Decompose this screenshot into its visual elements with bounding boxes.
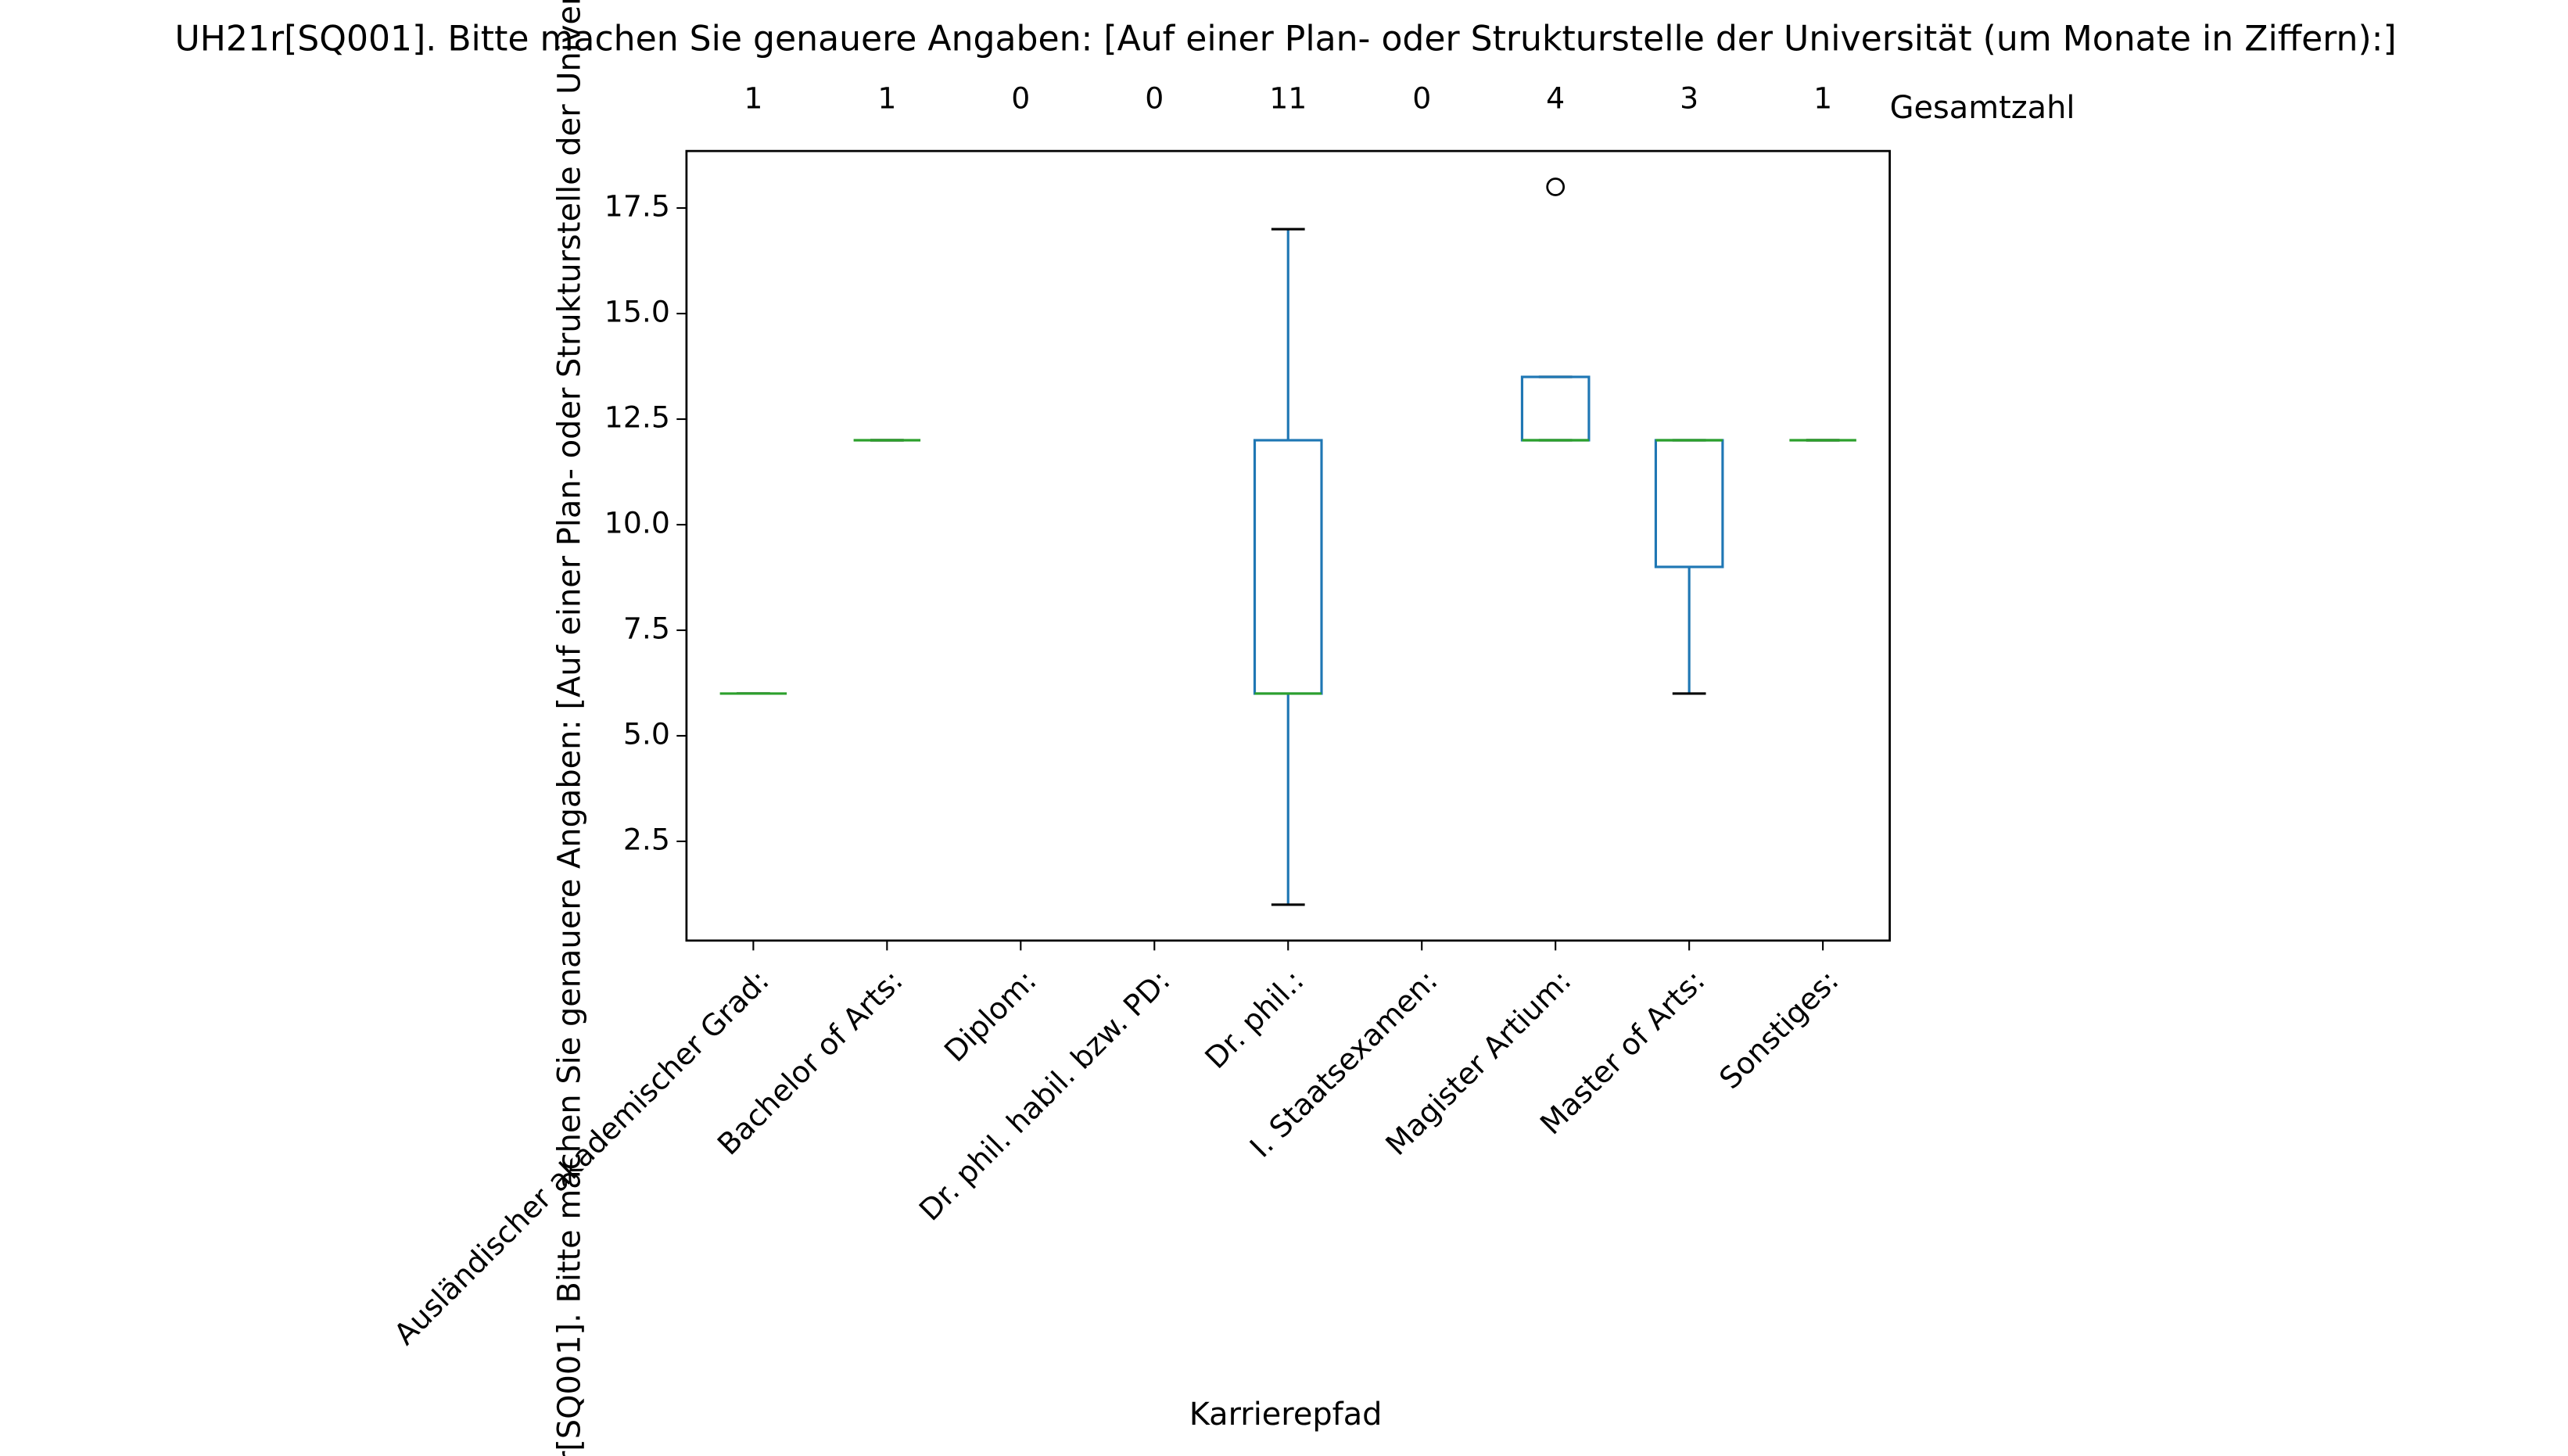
y-tick-label: 2.5: [623, 822, 670, 856]
box: [1520, 375, 1591, 442]
y-tick-label: 10.0: [604, 505, 670, 540]
x-tick-label: Dr. phil. habil. bzw. PD:: [913, 963, 1177, 1228]
box: [1654, 439, 1724, 568]
y-tick-label: 7.5: [623, 611, 670, 645]
count: 1: [1813, 81, 1832, 116]
count: 4: [1546, 81, 1565, 116]
box: [1253, 439, 1323, 695]
count: 0: [1412, 81, 1431, 116]
count: 11: [1269, 81, 1307, 116]
y-axis-label: UH21r[SQ001]. Bitte machen Sie genauere …: [551, 0, 587, 1456]
chart-title: UH21r[SQ001]. Bitte machen Sie genauere …: [174, 19, 2396, 59]
x-tick-label: Dr. phil.:: [1198, 963, 1310, 1075]
count: 1: [877, 81, 896, 116]
x-tick-label: Sonstiges:: [1713, 963, 1845, 1096]
y-tick-label: 12.5: [604, 400, 670, 435]
count: 3: [1680, 81, 1698, 116]
y-tick-label: 15.0: [604, 295, 670, 329]
x-axis-label: Karrierepfad: [1189, 1397, 1383, 1433]
count: 1: [744, 81, 762, 116]
count: 0: [1011, 81, 1030, 116]
count: 0: [1145, 81, 1164, 116]
y-tick-label: 17.5: [604, 189, 670, 224]
x-tick-label: Diplom:: [938, 963, 1043, 1069]
count-label: Gesamtzahl: [1890, 90, 2075, 126]
y-tick-label: 5.0: [623, 716, 670, 751]
flier: [1546, 178, 1566, 196]
